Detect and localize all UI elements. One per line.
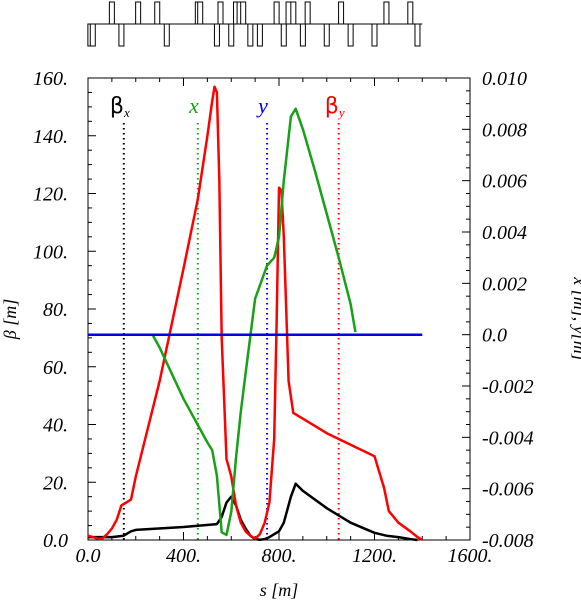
lattice-magnet bbox=[347, 23, 354, 47]
y-left-tick-labels: 0.0 20. 40. 60. 80. 100. 120. 140. 160. bbox=[33, 68, 68, 552]
x-axis-label: s [m] bbox=[260, 580, 299, 600]
series-line-βx bbox=[88, 482, 418, 542]
marker-label: x bbox=[188, 93, 199, 118]
y-right-tick-label: 0.008 bbox=[482, 119, 527, 141]
lattice-magnet bbox=[154, 1, 161, 25]
marker-label: βx bbox=[110, 94, 130, 120]
marker-label: βy bbox=[325, 94, 345, 120]
y-left-tick-label: 40. bbox=[43, 415, 68, 437]
axis-ticks bbox=[87, 77, 471, 541]
lattice-magnet bbox=[304, 1, 311, 25]
plot-border bbox=[87, 77, 471, 541]
lattice-magnet bbox=[240, 1, 247, 25]
y-right-tick-label: -0.002 bbox=[482, 376, 534, 398]
y-right-tick-label: -0.004 bbox=[482, 427, 534, 449]
lattice-magnet bbox=[285, 1, 292, 25]
y-left-axis-label: β [m] bbox=[0, 299, 20, 340]
y-left-tick-label: 140. bbox=[33, 126, 68, 148]
y-right-tick-label: -0.006 bbox=[482, 479, 534, 501]
lattice-magnet bbox=[163, 23, 170, 47]
x-tick-label: 0.0 bbox=[76, 545, 101, 567]
lattice-magnet bbox=[135, 1, 142, 25]
y-left-tick-label: 60. bbox=[43, 357, 68, 379]
y-left-tick-label: 120. bbox=[33, 184, 68, 206]
lattice-magnet bbox=[213, 23, 220, 47]
lattice-magnet bbox=[299, 23, 306, 47]
lattice-magnet bbox=[407, 1, 414, 25]
lattice-magnet bbox=[338, 1, 345, 25]
y-left-tick-label: 20. bbox=[43, 472, 68, 494]
lattice-magnet bbox=[383, 1, 390, 25]
y-right-tick-label: 0.0 bbox=[482, 325, 507, 347]
lattice-magnet bbox=[414, 23, 421, 47]
y-right-tick-label: -0.008 bbox=[482, 530, 534, 552]
lattice-magnet bbox=[290, 1, 297, 25]
plot-frame bbox=[87, 77, 471, 541]
lattice-magnet bbox=[217, 1, 224, 25]
data-series bbox=[87, 85, 423, 542]
lattice-strip bbox=[87, 1, 423, 47]
lattice-magnet bbox=[89, 23, 96, 47]
y-left-tick-label: 80. bbox=[43, 299, 68, 321]
y-right-tick-labels: -0.008 -0.006 -0.004 -0.002 0.0 0.002 0.004 0.0… bbox=[482, 68, 534, 552]
legend-labels: βx x y βy bbox=[110, 93, 345, 120]
x-tick-labels: 0.0 400. 800. 1200. 1600. bbox=[76, 545, 493, 567]
y-left-tick-label: 100. bbox=[33, 241, 68, 263]
lattice-magnet bbox=[323, 23, 330, 47]
y-right-tick-label: 0.004 bbox=[482, 222, 527, 244]
lattice-magnet bbox=[228, 23, 235, 47]
y-right-tick-label: 0.006 bbox=[482, 171, 527, 193]
lattice-magnet bbox=[108, 1, 115, 25]
lattice-magnet bbox=[118, 23, 125, 47]
y-right-tick-label: 0.002 bbox=[482, 273, 527, 295]
lattice-magnet bbox=[256, 23, 263, 47]
x-tick-label: 800. bbox=[262, 545, 297, 567]
x-tick-label: 400. bbox=[166, 545, 201, 567]
lattice-magnet bbox=[371, 23, 378, 47]
y-right-tick-label: 0.010 bbox=[482, 68, 527, 90]
x-tick-label: 1600. bbox=[448, 545, 493, 567]
x-tick-label: 1200. bbox=[352, 545, 397, 567]
lattice-magnet bbox=[197, 1, 204, 25]
lattice-magnet bbox=[247, 23, 254, 47]
y-left-tick-label: 160. bbox=[33, 68, 68, 90]
marker-label: y bbox=[256, 93, 268, 118]
y-right-axis-label: x [m], y[m] bbox=[570, 276, 581, 361]
y-left-tick-label: 0.0 bbox=[43, 530, 68, 552]
lattice-magnet bbox=[273, 1, 280, 25]
series-line-x bbox=[151, 107, 357, 537]
series-line-βy bbox=[87, 85, 423, 542]
lattice-magnet bbox=[280, 23, 287, 47]
